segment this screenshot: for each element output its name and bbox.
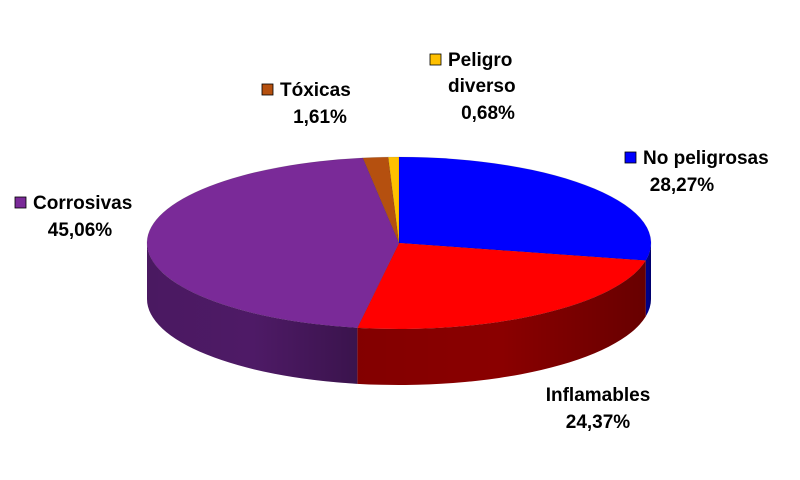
pie-tops (146, 156, 652, 330)
pie-side-shade-corrosivas (147, 243, 358, 384)
slice-label-corrosivas: Corrosivas (33, 193, 132, 214)
slice-value-corrosivas: 45,06% (48, 220, 113, 241)
legend-swatch-peligro-diverso (429, 53, 442, 66)
pie-slice-no-peligrosas (398, 156, 652, 261)
slice-label-no-peligrosas: No peligrosas (643, 148, 769, 169)
label-inflamables: Inflamables 24,37% (546, 385, 651, 433)
pie-sides (147, 243, 651, 385)
pie-slice-toxicas (362, 156, 400, 244)
slice-value-no-peligrosas: 28,27% (650, 175, 715, 196)
slice-label-peligro-diverso-line2: diverso (448, 76, 516, 97)
label-corrosivas: Corrosivas 45,06% (14, 193, 132, 241)
pie-side-shade-no-peligrosas (645, 243, 651, 317)
pie-side-shade-inflamables (357, 260, 646, 385)
legend-swatch-toxicas (261, 83, 274, 96)
legend-swatch-no-peligrosas (624, 151, 637, 164)
slice-value-inflamables: 24,37% (566, 412, 631, 433)
label-no-peligrosas: No peligrosas 28,27% (624, 148, 769, 196)
slice-label-inflamables: Inflamables (546, 385, 651, 406)
legend-swatch-corrosivas (14, 196, 27, 209)
label-toxicas: Tóxicas 1,61% (261, 80, 351, 128)
slice-value-toxicas: 1,61% (293, 107, 347, 128)
label-peligro-diverso: Peligro diverso 0,68% (429, 50, 516, 124)
pie-slice-inflamables (356, 242, 647, 330)
pie-slice-corrosivas (146, 157, 400, 329)
slice-value-peligro-diverso: 0,68% (461, 103, 515, 124)
slice-label-toxicas: Tóxicas (280, 80, 351, 101)
slice-label-peligro-diverso-line1: Peligro (448, 50, 512, 71)
pie-slice-peligro-diverso (387, 156, 400, 244)
